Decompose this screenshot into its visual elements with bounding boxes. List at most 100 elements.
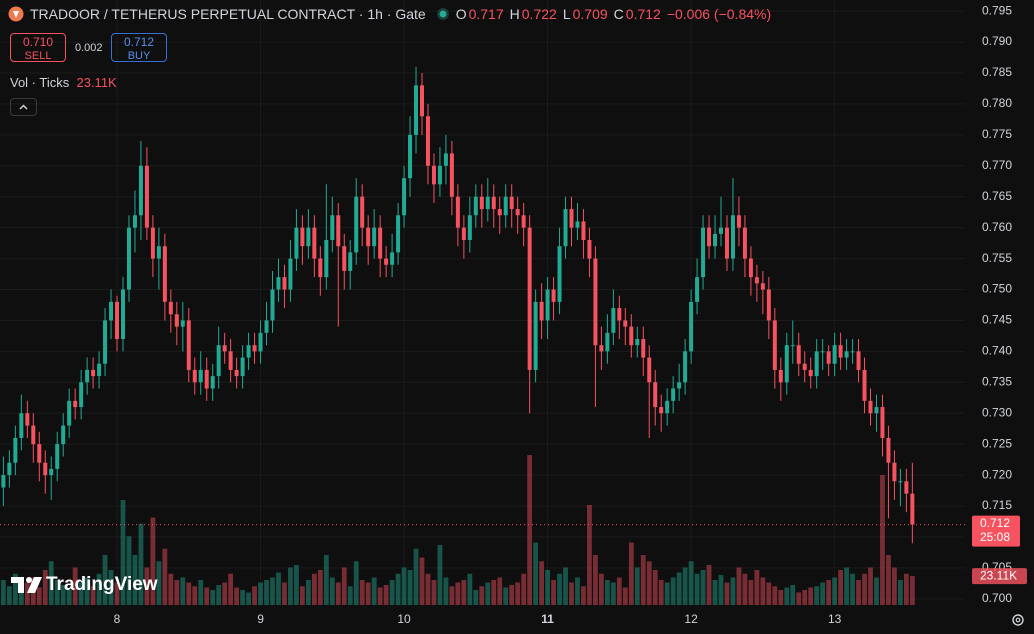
sell-button[interactable]: 0.710 SELL [10,33,66,62]
candle-body [282,277,287,290]
volume-bar [126,536,132,605]
volume-bar [467,573,473,605]
y-tick-label: 0.730 [982,405,1012,419]
candle-body [659,407,664,414]
buy-button[interactable]: 0.712 BUY [111,33,167,62]
candle-body [348,252,353,271]
candle-body [240,357,245,377]
volume-bar [252,586,257,605]
collapse-button[interactable] [10,98,37,116]
volume-bar [808,587,814,605]
y-tick-label: 0.765 [982,189,1012,203]
y-tick-label: 0.755 [982,251,1012,265]
volume-bar [760,577,766,605]
candle-body [156,246,161,259]
volume-bar [766,582,772,605]
volume-bar [748,580,754,605]
candle-body [701,227,706,278]
volume-bar [198,580,204,605]
countdown: 25:08 [980,530,1010,544]
candle-body [342,246,347,271]
candle-body [695,277,700,302]
candle-body [730,215,735,259]
candle-body [270,289,275,321]
y-tick-label: 0.785 [982,65,1012,79]
candle-body [443,153,448,166]
candle-body [473,196,478,216]
volume-bar [407,570,413,605]
candle-body [898,481,903,483]
volume-bar [814,586,820,605]
candle-body [437,165,442,185]
candle-body [868,400,873,414]
candle-body [479,196,484,210]
volume-bar [305,580,311,605]
volume-bar [258,582,263,605]
volume-bar [54,580,60,605]
candle-body [276,277,281,290]
buy-price: 0.712 [123,35,155,49]
volume-bar [347,586,353,605]
volume-bar [1,580,6,605]
volume-bar [796,592,802,605]
candle-body [420,85,424,117]
candle-body [766,289,771,321]
volume-bar [383,585,389,605]
candle-body [294,227,299,259]
volume-legend: Vol · Ticks 23.11K [10,75,117,90]
x-tick-label: 11 [541,612,554,626]
candle-body [802,363,807,370]
candle-body [790,345,795,347]
ohlc-label: C [613,6,624,22]
volume-bar [497,577,503,605]
sell-price: 0.710 [22,35,54,49]
volume-bar [288,567,293,605]
y-tick-label: 0.780 [982,96,1012,110]
ohlc-value: 0.717 [468,6,504,22]
volume-bar [96,573,102,605]
candle-body [527,227,532,370]
volume-bar [78,582,84,605]
candle-body [515,209,520,216]
volume-bar [610,582,616,605]
candle-body [838,345,843,358]
candle-body [593,258,598,346]
volume-bar [341,567,347,605]
volume-bar [24,582,30,605]
volume-bar [838,570,843,605]
candle-body [461,227,466,241]
candle-body [97,363,102,377]
candle-body [25,413,30,426]
x-tick-label: 10 [397,612,411,626]
volume-bar [688,561,694,605]
candle-body [103,320,108,364]
volume-bar [479,586,485,605]
settings-icon[interactable] [1010,612,1026,628]
candle-body [641,338,646,358]
volume-bar [909,576,915,605]
candle-body [288,258,293,290]
candle-body [563,209,568,247]
candle-body [186,320,191,370]
volume-bar [832,577,838,605]
volume-bar [72,567,78,605]
candle-body [162,246,167,302]
volume-bar [36,587,42,605]
candle-body [449,153,454,197]
volume-bar [228,573,234,605]
volume-bar [276,572,281,605]
volume-bar [455,582,461,605]
volume-bar [670,577,676,605]
ohlc-label: L [562,6,571,22]
candle-body [318,258,323,278]
volume-bar [401,567,407,605]
candle-body [324,240,329,278]
candle-body [880,407,885,438]
candle-body [390,252,395,265]
volume-bar [593,555,598,605]
candle-body [605,332,610,352]
candle-body [856,351,861,370]
ohlc-label: H [509,6,520,22]
volume-bar [694,573,700,605]
volume-bar [491,580,497,605]
